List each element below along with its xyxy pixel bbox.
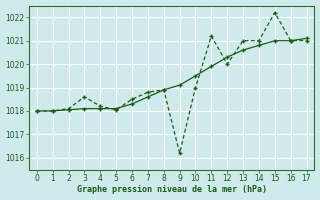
X-axis label: Graphe pression niveau de la mer (hPa): Graphe pression niveau de la mer (hPa)	[77, 185, 267, 194]
